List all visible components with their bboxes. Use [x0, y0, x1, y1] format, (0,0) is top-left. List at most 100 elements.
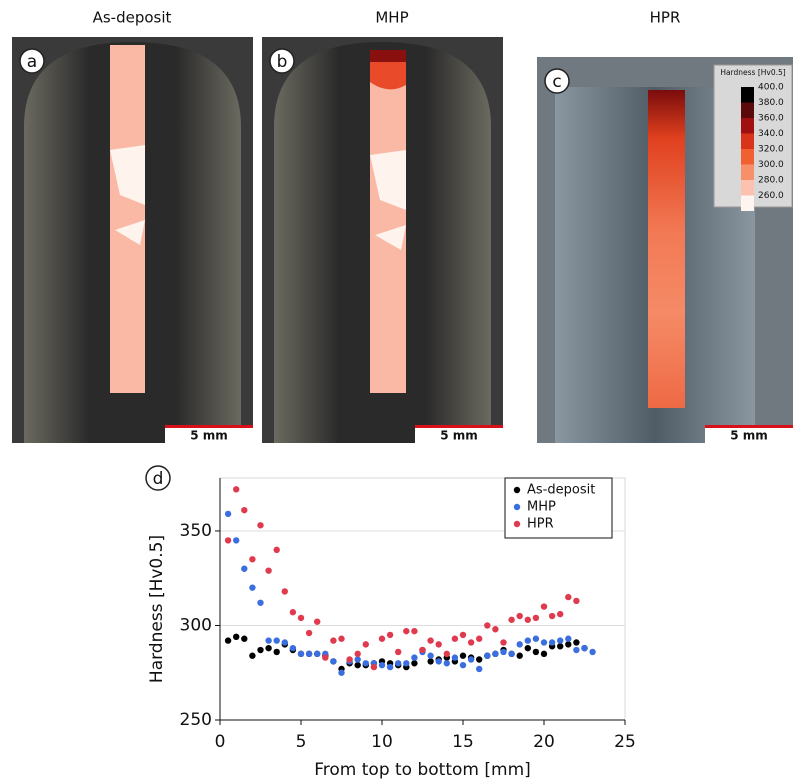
- colorbar-tick-label: 300.0: [758, 160, 784, 170]
- colorbar-tick-label: 280.0: [758, 176, 784, 186]
- data-point: [363, 660, 369, 666]
- data-point: [290, 609, 296, 615]
- data-point: [257, 522, 263, 528]
- data-point: [322, 654, 328, 660]
- data-point: [476, 666, 482, 672]
- data-point: [306, 630, 312, 636]
- high-hardness-zone: [370, 50, 406, 62]
- panel-letter: b: [277, 52, 288, 72]
- legend-label: As-deposit: [527, 483, 595, 498]
- data-point: [444, 660, 450, 666]
- data-point: [525, 637, 531, 643]
- data-point: [265, 567, 271, 573]
- panel-letter: c: [552, 72, 561, 92]
- figure: As-deposita5 mmMHPb5 mmHPRc5 mmHardness …: [0, 0, 793, 783]
- data-point: [492, 626, 498, 632]
- data-point: [395, 660, 401, 666]
- x-tick-label: 5: [296, 732, 307, 752]
- data-point: [282, 639, 288, 645]
- panel-title: MHP: [375, 9, 408, 27]
- data-point: [436, 658, 442, 664]
- data-point: [314, 618, 320, 624]
- data-point: [233, 634, 239, 640]
- data-point: [565, 641, 571, 647]
- legend-marker: [514, 487, 520, 493]
- data-point: [492, 651, 498, 657]
- data-point: [330, 637, 336, 643]
- data-point: [387, 632, 393, 638]
- data-point: [517, 613, 523, 619]
- data-point: [452, 636, 458, 642]
- data-point: [274, 637, 280, 643]
- data-point: [549, 639, 555, 645]
- data-point: [355, 662, 361, 668]
- data-point: [306, 651, 312, 657]
- data-point: [379, 636, 385, 642]
- hardness-map: [370, 50, 406, 393]
- data-point: [541, 639, 547, 645]
- data-point: [573, 598, 579, 604]
- data-point: [411, 660, 417, 666]
- data-point: [282, 588, 288, 594]
- panel-letter: a: [27, 52, 37, 72]
- data-point: [290, 645, 296, 651]
- data-point: [508, 651, 514, 657]
- data-point: [330, 658, 336, 664]
- y-axis-label: Hardness [Hv0.5]: [147, 535, 167, 683]
- data-point: [573, 639, 579, 645]
- data-point: [225, 637, 231, 643]
- data-point: [460, 632, 466, 638]
- x-axis-label: From top to bottom [mm]: [314, 760, 531, 780]
- data-point: [565, 636, 571, 642]
- data-point: [257, 647, 263, 653]
- data-point: [257, 600, 263, 606]
- data-point: [525, 645, 531, 651]
- panel-title: HPR: [650, 9, 681, 27]
- data-point: [557, 611, 563, 617]
- colorbar-swatch: [741, 134, 754, 150]
- data-point: [225, 511, 231, 517]
- data-point: [274, 547, 280, 553]
- data-point: [541, 603, 547, 609]
- data-point: [355, 656, 361, 662]
- data-point: [338, 636, 344, 642]
- data-point: [355, 651, 361, 657]
- x-tick-label: 0: [215, 732, 226, 752]
- data-point: [484, 653, 490, 659]
- hardness-map: [648, 90, 685, 408]
- y-tick-label: 350: [180, 521, 212, 541]
- data-point: [298, 615, 304, 621]
- data-point: [557, 643, 563, 649]
- data-point: [589, 649, 595, 655]
- data-point: [508, 617, 514, 623]
- scale-bar-label: 5 mm: [190, 429, 228, 443]
- panel-letter: d: [153, 469, 164, 489]
- data-point: [338, 670, 344, 676]
- data-point: [427, 637, 433, 643]
- data-point: [517, 653, 523, 659]
- data-point: [533, 649, 539, 655]
- data-point: [395, 649, 401, 655]
- data-point: [387, 664, 393, 670]
- data-point: [403, 660, 409, 666]
- data-point: [541, 651, 547, 657]
- colorbar-tick-label: 360.0: [758, 114, 784, 124]
- data-point: [371, 664, 377, 670]
- data-point: [233, 537, 239, 543]
- legend-label: HPR: [527, 517, 554, 532]
- data-point: [460, 653, 466, 659]
- data-point: [419, 647, 425, 653]
- data-point: [225, 537, 231, 543]
- data-point: [468, 639, 474, 645]
- data-point: [476, 636, 482, 642]
- data-point: [557, 637, 563, 643]
- data-point: [460, 662, 466, 668]
- data-point: [298, 651, 304, 657]
- colorbar-title: Hardness [Hv0.5]: [720, 68, 785, 77]
- data-point: [363, 641, 369, 647]
- colorbar-swatch: [741, 165, 754, 181]
- data-point: [500, 639, 506, 645]
- scale-bar-label: 5 mm: [440, 429, 478, 443]
- data-point: [533, 615, 539, 621]
- colorbar-tick-label: 320.0: [758, 145, 784, 155]
